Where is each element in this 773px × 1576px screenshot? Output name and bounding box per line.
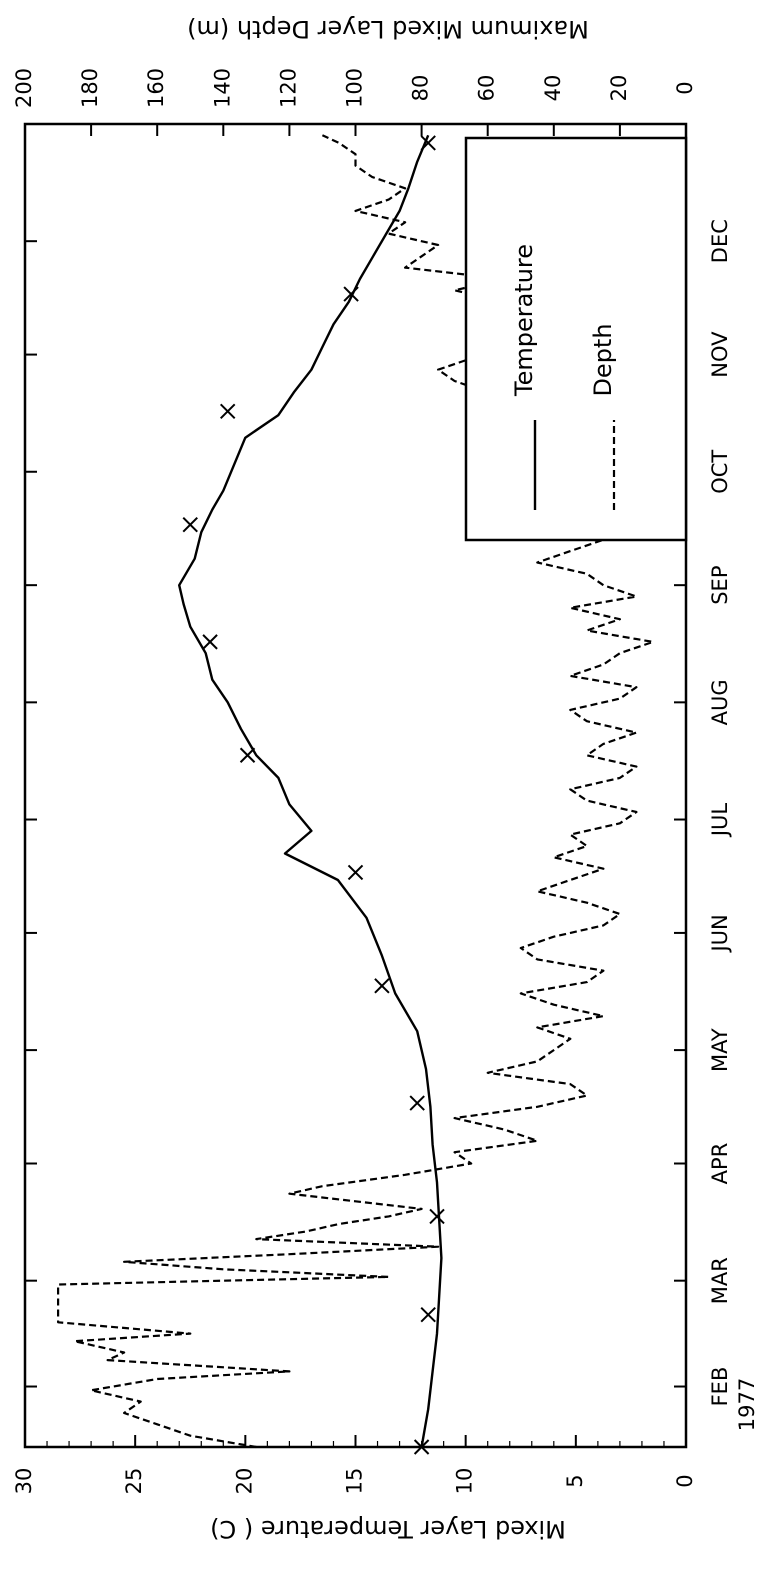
x-marker-7-b (202, 634, 218, 650)
x-marker-2-b (429, 1208, 445, 1225)
x-marker-4-b (374, 978, 390, 994)
temp-tick-label-5: 25 (122, 1468, 146, 1495)
month-label-oct: OCT (708, 450, 732, 494)
x-marker-0-b (413, 1439, 430, 1455)
depth-tick-label-0: 0 (673, 81, 697, 94)
month-label-dec: DEC (708, 219, 732, 263)
depth-tick-label-10: 200 (12, 68, 36, 108)
x-marker-3-b (409, 1095, 425, 1111)
plot-layer: 0 5 10 15 20 25 30 Mixed Layer Temperature ( C)… (12, 15, 759, 1543)
temp-axis-title: Mixed Layer Temperature ( C) (210, 1515, 566, 1543)
month-label-nov: NOV (708, 331, 732, 378)
legend-label-temperature: Temperature (510, 244, 538, 397)
depth-tick-label-3: 60 (475, 75, 499, 102)
series-line-depth (56, 134, 655, 1449)
x-marker-11-b (420, 135, 436, 151)
depth-tick-label-9: 180 (78, 68, 102, 108)
depth-tick-label-7: 140 (210, 68, 234, 108)
month-label-feb: FEB (708, 1367, 732, 1407)
month-label-apr: APR (708, 1143, 732, 1185)
depth-tick-label-2: 40 (541, 75, 565, 102)
depth-tick-label-6: 120 (276, 68, 300, 108)
month-label-may: MAY (708, 1028, 732, 1072)
temp-tick-label-6: 30 (12, 1468, 36, 1495)
month-label-sep: SEP (708, 566, 732, 605)
x-marker-9-b (219, 403, 236, 419)
temp-tick-label-4: 20 (232, 1468, 256, 1495)
month-label-aug: AUG (708, 679, 732, 725)
temp-tick-label-2: 10 (453, 1468, 477, 1495)
series-line-temperature (177, 134, 443, 1448)
month-label-jun: JUN (708, 914, 732, 953)
legend-box (464, 136, 688, 542)
month-label-mar: MAR (708, 1257, 732, 1304)
temp-tick-label-0: 0 (673, 1474, 697, 1487)
depth-tick-label-4: 80 (409, 75, 433, 102)
x-marker-1-b (420, 1306, 436, 1323)
x-marker-6-b (239, 747, 256, 763)
x-marker-5-b (347, 864, 364, 881)
depth-tick-label-8: 160 (144, 68, 168, 108)
legend-label-depth: Depth (589, 323, 617, 396)
depth-tick-label-5: 100 (343, 68, 367, 108)
month-label-jul: JUL (708, 803, 732, 839)
temp-tick-label-3: 15 (343, 1468, 367, 1495)
temp-tick-label-1: 5 (563, 1474, 587, 1487)
x-marker-8-b (182, 516, 198, 533)
x-marker-10-b (343, 286, 359, 302)
year-label: 1977 (735, 1378, 759, 1431)
depth-tick-label-1: 20 (607, 75, 631, 102)
depth-axis-title: Maximum Mixed Layer Depth (m) (187, 15, 589, 43)
